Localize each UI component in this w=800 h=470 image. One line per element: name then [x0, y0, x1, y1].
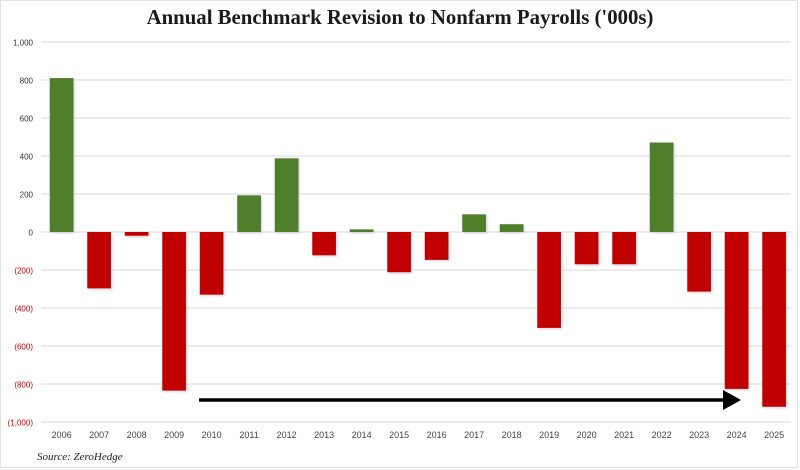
- svg-text:200: 200: [20, 190, 34, 199]
- svg-text:2017: 2017: [464, 430, 484, 440]
- svg-text:0: 0: [29, 228, 34, 237]
- svg-text:2018: 2018: [502, 430, 522, 440]
- svg-text:2025: 2025: [764, 430, 784, 440]
- svg-text:2022: 2022: [652, 430, 672, 440]
- svg-text:600: 600: [20, 114, 34, 123]
- svg-text:1,000: 1,000: [13, 38, 34, 47]
- svg-text:2024: 2024: [727, 430, 747, 440]
- svg-text:2014: 2014: [352, 430, 372, 440]
- svg-text:(200): (200): [14, 266, 33, 275]
- svg-text:2020: 2020: [577, 430, 597, 440]
- svg-text:2006: 2006: [52, 430, 72, 440]
- svg-text:2012: 2012: [277, 430, 297, 440]
- svg-text:2007: 2007: [89, 430, 109, 440]
- svg-text:2011: 2011: [239, 430, 258, 440]
- svg-text:2015: 2015: [389, 430, 409, 440]
- svg-text:(600): (600): [14, 342, 33, 351]
- svg-text:2008: 2008: [127, 430, 147, 440]
- svg-text:(800): (800): [14, 380, 33, 389]
- svg-text:2019: 2019: [539, 430, 559, 440]
- svg-text:2023: 2023: [689, 430, 709, 440]
- svg-text:2021: 2021: [614, 430, 634, 440]
- svg-text:2016: 2016: [427, 430, 447, 440]
- svg-text:(1,000): (1,000): [8, 418, 34, 427]
- svg-text:(400): (400): [14, 304, 33, 313]
- svg-text:400: 400: [20, 152, 34, 161]
- svg-text:2010: 2010: [202, 430, 222, 440]
- svg-text:2009: 2009: [164, 430, 184, 440]
- svg-text:800: 800: [20, 76, 34, 85]
- svg-text:2013: 2013: [314, 430, 334, 440]
